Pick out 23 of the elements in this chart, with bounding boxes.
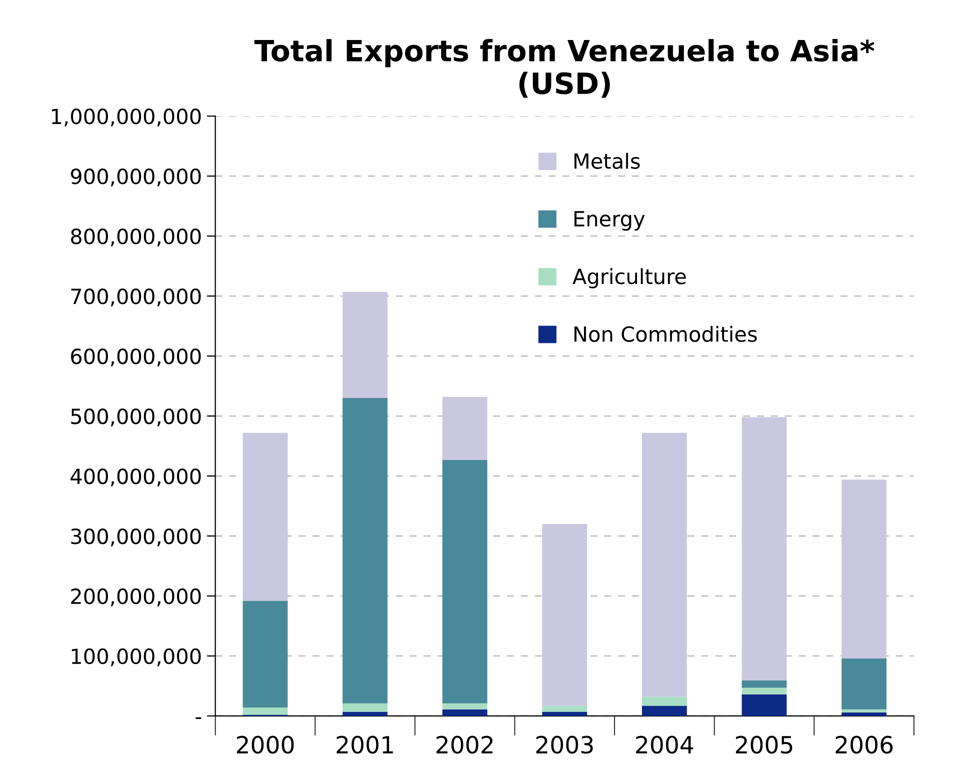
y-tick-label: 700,000,000 [71, 288, 201, 306]
x-tick-label: 2006 [836, 736, 893, 754]
legend-label: Non Commodities [574, 326, 757, 342]
y-tick-label: 500,000,000 [71, 408, 201, 426]
y-tick-label: 600,000,000 [71, 348, 201, 366]
x-tick-label: 2001 [336, 736, 393, 754]
x-tick-label: 2005 [736, 736, 792, 754]
chart-title: Total Exports from Venezuela to Asia* (USD) [254, 39, 874, 98]
legend-label: Metals [574, 152, 640, 169]
legend-label: Agriculture [572, 268, 686, 288]
y-tick-label: 400,000,000 [70, 468, 201, 486]
y-tick-label: - [196, 717, 202, 719]
x-tick-label: 2004 [636, 736, 694, 754]
y-tick-label: 300,000,000 [71, 528, 201, 546]
legend-label: Energy [574, 211, 645, 231]
x-tick-label: 2003 [536, 736, 593, 754]
y-tick-label: 100,000,000 [72, 648, 201, 666]
y-tick-label: 1,000,000,000 [52, 108, 201, 126]
y-tick-label: 800,000,000 [71, 228, 201, 246]
y-tick-label: 900,000,000 [70, 168, 201, 186]
x-tick-label: 2002 [436, 736, 493, 754]
y-tick-label: 200,000,000 [71, 588, 201, 606]
x-tick-label: 2000 [236, 736, 294, 754]
